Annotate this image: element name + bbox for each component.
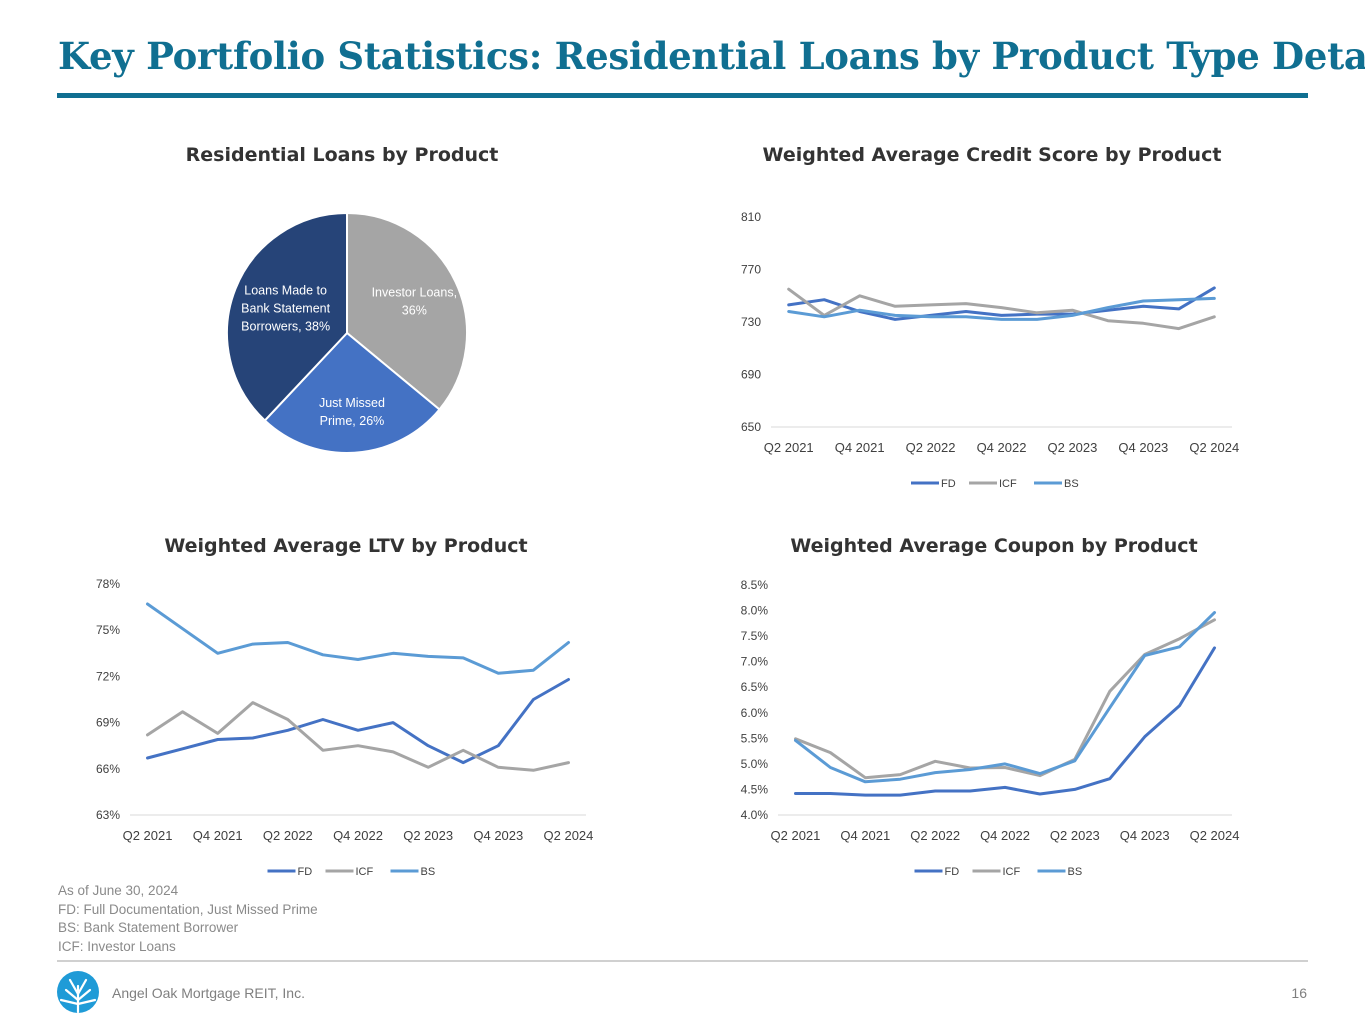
- x-tick-label: Q4 2023: [473, 828, 523, 843]
- y-tick-label: 6.0%: [741, 706, 769, 720]
- x-tick-label: Q2 2021: [771, 828, 821, 843]
- x-tick-label: Q2 2022: [906, 440, 956, 455]
- x-tick-label: Q2 2022: [910, 828, 960, 843]
- legend-label: BS: [1064, 478, 1079, 490]
- chart-title: Residential Loans by Product: [186, 144, 499, 166]
- y-tick-label: 690: [741, 368, 761, 382]
- y-tick-label: 5.0%: [741, 757, 769, 771]
- footnote: ICF: Investor Loans: [58, 938, 176, 954]
- legend-label: ICF: [356, 866, 374, 878]
- x-tick-label: Q4 2022: [977, 440, 1027, 455]
- x-tick-label: Q2 2023: [403, 828, 453, 843]
- y-tick-label: 8.5%: [741, 578, 769, 592]
- x-tick-label: Q4 2021: [840, 828, 890, 843]
- legend-label: BS: [421, 866, 436, 878]
- y-tick-label: 6.5%: [741, 680, 769, 694]
- x-tick-label: Q4 2021: [835, 440, 885, 455]
- chart-title: Weighted Average Credit Score by Product: [763, 144, 1222, 166]
- y-tick-label: 730: [741, 315, 761, 329]
- y-tick-label: 8.0%: [741, 604, 769, 618]
- y-tick-label: 63%: [96, 808, 120, 822]
- footnote: As of June 30, 2024: [58, 883, 179, 898]
- series-line-fd: [787, 286, 1216, 321]
- y-tick-label: 7.5%: [741, 629, 769, 643]
- series-line-fd: [146, 678, 570, 765]
- x-tick-label: Q2 2024: [1190, 828, 1240, 843]
- series-line-icf: [794, 618, 1216, 780]
- x-tick-label: Q4 2023: [1120, 828, 1170, 843]
- y-tick-label: 72%: [96, 669, 120, 683]
- pie-slice: [263, 331, 441, 454]
- legend-label: FD: [298, 866, 313, 878]
- x-tick-label: Q2 2021: [123, 828, 173, 843]
- pie-slice-label: Just Missed Prime, 26%: [319, 396, 385, 428]
- pie-chart: Residential Loans by Product Investor Lo…: [186, 144, 499, 454]
- series-line-bs: [146, 602, 570, 675]
- x-tick-label: Q2 2023: [1050, 828, 1100, 843]
- y-tick-label: 810: [741, 210, 761, 224]
- y-tick-label: 770: [741, 263, 761, 277]
- series-line-icf: [787, 287, 1216, 331]
- x-tick-label: Q2 2023: [1047, 440, 1097, 455]
- legend-label: ICF: [1003, 866, 1021, 878]
- series-line-fd: [794, 646, 1216, 797]
- y-tick-label: 7.0%: [741, 655, 769, 669]
- legend-label: FD: [941, 478, 956, 490]
- x-tick-label: Q4 2023: [1118, 440, 1168, 455]
- footer-divider: [57, 960, 1308, 962]
- series-line-icf: [146, 701, 570, 772]
- y-tick-label: 5.5%: [741, 731, 769, 745]
- y-tick-label: 4.0%: [741, 808, 769, 822]
- x-tick-label: Q4 2021: [193, 828, 243, 843]
- chart-title: Weighted Average LTV by Product: [164, 535, 527, 557]
- page-title: Key Portfolio Statistics: Residential Lo…: [58, 34, 1365, 78]
- footnote: BS: Bank Statement Borrower: [58, 920, 239, 935]
- y-tick-label: 69%: [96, 716, 120, 730]
- y-tick-label: 75%: [96, 623, 120, 637]
- pie-slice: [226, 211, 348, 422]
- pie-slice-label: Loans Made to Bank Statement Borrowers, 38…: [241, 284, 330, 334]
- footnote: FD: Full Documentation, Just Missed Prim…: [58, 901, 318, 917]
- angel-oak-logo-icon: [57, 971, 99, 1014]
- x-tick-label: Q4 2022: [333, 828, 383, 843]
- ltv-chart: Weighted Average LTV by Product 63% 66% 69…: [96, 535, 594, 878]
- series-line-bs: [794, 611, 1216, 784]
- x-tick-label: Q2 2024: [1189, 440, 1239, 455]
- legend-label: FD: [945, 866, 960, 878]
- y-tick-label: 78%: [96, 577, 120, 591]
- chart-title: Weighted Average Coupon by Product: [790, 535, 1197, 557]
- y-tick-label: 650: [741, 420, 761, 434]
- x-tick-label: Q2 2022: [263, 828, 313, 843]
- title-underline: [57, 93, 1308, 98]
- y-tick-label: 66%: [96, 762, 120, 776]
- company-name: Angel Oak Mortgage REIT, Inc.: [112, 985, 305, 1001]
- footnotes: As of June 30, 2024 FD: Full Documentati…: [58, 882, 318, 956]
- page-number: 16: [1291, 985, 1307, 1001]
- y-tick-label: 4.5%: [741, 782, 769, 796]
- legend-label: ICF: [999, 478, 1017, 490]
- legend-label: BS: [1068, 866, 1083, 878]
- x-tick-label: Q2 2024: [544, 828, 594, 843]
- coupon-chart: Weighted Average Coupon by Product 4.0% 4…: [741, 535, 1240, 878]
- pie-slice: [346, 211, 468, 411]
- pie-slice-label: Investor Loans, 36%: [372, 285, 457, 317]
- x-tick-label: Q2 2021: [764, 440, 814, 455]
- credit-score-chart: Weighted Average Credit Score by Product…: [741, 144, 1239, 490]
- x-tick-label: Q4 2022: [980, 828, 1030, 843]
- series-line-bs: [787, 296, 1216, 321]
